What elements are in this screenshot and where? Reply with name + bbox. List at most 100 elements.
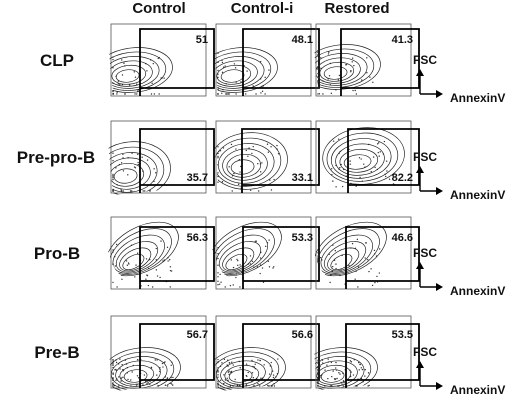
event-dot: [217, 380, 219, 383]
event-dot: [112, 176, 114, 178]
plot-panel: 56.6: [210, 315, 320, 392]
gate-box: [139, 226, 215, 289]
gate-percentage: 82.2: [392, 172, 413, 184]
event-dot: [115, 167, 117, 169]
event-dot: [115, 243, 118, 246]
event-dot: [324, 369, 326, 371]
density-contour: [311, 44, 381, 90]
event-dot: [122, 376, 124, 379]
panel-frame: [215, 315, 312, 389]
density-contour: [106, 56, 160, 89]
event-dot: [267, 385, 269, 387]
event-dot: [232, 266, 235, 269]
event-dot: [368, 270, 370, 273]
event-dot: [112, 93, 114, 95]
gate-percentage: 56.3: [187, 232, 208, 244]
event-dot: [145, 258, 148, 260]
event-dot: [272, 267, 274, 269]
event-dot: [135, 83, 138, 85]
gate-percentage: 56.7: [187, 329, 208, 341]
event-dot: [317, 51, 319, 54]
event-dot: [134, 76, 137, 78]
event-dot: [147, 382, 149, 384]
event-dot: [232, 364, 234, 366]
event-dot: [355, 93, 358, 95]
event-dot: [257, 359, 259, 361]
event-dot: [230, 143, 233, 146]
event-dot: [217, 374, 219, 376]
gate-box: [241, 128, 320, 193]
gate-percentage: 56.6: [292, 329, 313, 341]
plot-panel: 48.1: [211, 23, 320, 97]
event-dot: [170, 383, 173, 385]
event-dot: [265, 245, 267, 248]
event-dot: [350, 69, 352, 72]
event-dot: [228, 93, 230, 95]
event-dot: [115, 379, 117, 382]
event-dot: [223, 382, 225, 385]
event-dot: [153, 168, 155, 170]
density-contour: [343, 154, 372, 170]
event-dot: [258, 190, 260, 192]
event-dot: [225, 93, 227, 95]
density-contour: [326, 132, 399, 182]
plot-panel: 56.7: [105, 315, 215, 392]
density-contour: [211, 47, 278, 93]
event-dot: [261, 90, 264, 93]
event-dot: [226, 377, 228, 380]
event-dot: [267, 260, 270, 262]
event-dot: [247, 371, 249, 374]
density-contour: [316, 364, 352, 385]
event-dot: [252, 145, 254, 148]
event-dot: [217, 76, 219, 79]
event-dot: [136, 252, 139, 254]
event-dot: [118, 385, 120, 387]
event-dot: [260, 92, 262, 94]
event-dot: [137, 90, 139, 92]
event-dot: [251, 372, 254, 374]
event-dot: [383, 140, 386, 143]
gate-box: [139, 28, 215, 96]
event-dot: [151, 286, 154, 288]
event-dot: [137, 377, 140, 379]
event-dot: [372, 81, 374, 84]
event-dot: [112, 385, 114, 387]
event-dot: [136, 375, 139, 377]
event-dot: [218, 283, 221, 285]
event-dot: [134, 276, 136, 278]
event-dot: [112, 152, 114, 154]
event-dot: [146, 159, 149, 161]
panel-frame: [215, 216, 312, 290]
event-dot: [251, 152, 253, 155]
event-dot: [349, 360, 352, 362]
event-dot: [269, 179, 271, 181]
event-dot: [118, 376, 120, 378]
event-dot: [239, 286, 241, 288]
event-dot: [273, 266, 275, 268]
event-dot: [112, 190, 114, 192]
event-dot: [263, 364, 265, 366]
plot-panel: 35.7: [105, 120, 215, 196]
event-dot: [112, 372, 114, 374]
event-dot: [247, 155, 249, 157]
event-dot: [388, 178, 391, 180]
event-dot: [234, 67, 237, 69]
gate-box: [347, 128, 420, 193]
density-contour: [216, 64, 252, 85]
event-dot: [145, 278, 147, 280]
event-dot: [169, 266, 172, 268]
gate-percentage: 41.3: [392, 34, 413, 46]
event-dot: [170, 270, 173, 272]
event-dot: [351, 242, 354, 245]
density-contour: [217, 143, 275, 184]
event-dot: [360, 79, 363, 81]
event-dot: [329, 281, 331, 284]
event-dot: [120, 162, 123, 164]
column-title-restored: Restored: [324, 0, 389, 17]
axis-indicator: FSC AnnexinV: [413, 246, 505, 298]
event-dot: [234, 378, 236, 381]
plot-panel: 33.1: [211, 120, 320, 194]
